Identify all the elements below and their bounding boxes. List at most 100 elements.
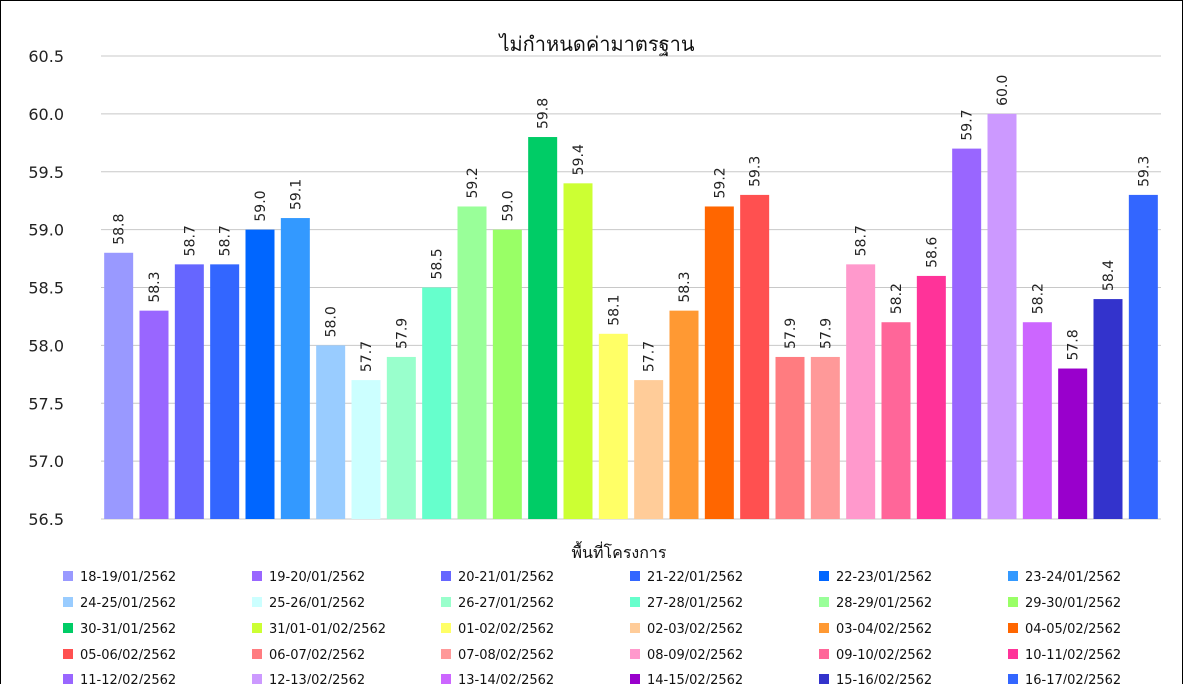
legend-label: 30-31/01/2562 xyxy=(80,622,176,637)
legend-item: 09-10/02/2562 xyxy=(819,648,932,663)
data-label: 59.0 xyxy=(500,190,516,221)
legend-label: 10-11/02/2562 xyxy=(1025,648,1121,663)
legend-item: 30-31/01/2562 xyxy=(63,622,176,637)
legend-item: 16-17/02/2562 xyxy=(1008,673,1121,684)
data-label: 60.0 xyxy=(995,75,1011,106)
legend-swatch xyxy=(63,674,73,684)
data-label: 59.3 xyxy=(1136,156,1152,187)
legend-swatch xyxy=(63,649,73,659)
bar xyxy=(810,356,840,519)
legend-item: 07-08/02/2562 xyxy=(441,648,554,663)
legend-item: 22-23/01/2562 xyxy=(819,570,932,585)
bar xyxy=(704,206,734,519)
bar xyxy=(916,275,946,519)
legend-label: 01-02/02/2562 xyxy=(458,622,554,637)
chart-title: ไม่กำหนดค่ามาตรฐาน xyxy=(497,32,694,56)
legend: 18-19/01/2562 19-20/01/2562 20-21/01/2562 2… xyxy=(63,570,1121,684)
bar xyxy=(1058,368,1088,519)
data-label: 59.3 xyxy=(748,156,764,187)
legend-item: 20-21/01/2562 xyxy=(441,570,554,585)
data-label: 59.2 xyxy=(465,167,481,198)
legend-swatch xyxy=(1008,623,1018,633)
y-tick-label: 59.0 xyxy=(28,221,64,240)
legend-swatch xyxy=(819,623,829,633)
legend-swatch xyxy=(63,597,73,607)
data-label: 57.9 xyxy=(783,318,799,349)
legend-swatch xyxy=(819,571,829,581)
bar xyxy=(669,310,699,519)
bar xyxy=(1022,322,1052,519)
legend-item: 03-04/02/2562 xyxy=(819,622,932,637)
legend-item: 13-14/02/2562 xyxy=(441,673,554,684)
legend-item: 06-07/02/2562 xyxy=(252,648,365,663)
data-label: 58.5 xyxy=(430,248,446,279)
data-label: 59.8 xyxy=(536,98,552,129)
legend-swatch xyxy=(441,649,451,659)
bar xyxy=(280,218,310,520)
legend-label: 22-23/01/2562 xyxy=(836,570,932,585)
legend-label: 03-04/02/2562 xyxy=(836,622,932,637)
y-tick-label: 58.0 xyxy=(28,336,64,355)
data-label: 58.3 xyxy=(147,271,163,302)
y-tick-label: 56.5 xyxy=(28,510,64,529)
bar xyxy=(528,137,558,519)
legend-label: 19-20/01/2562 xyxy=(269,570,365,585)
legend-item: 15-16/02/2562 xyxy=(819,673,932,684)
legend-label: 23-24/01/2562 xyxy=(1025,570,1121,585)
legend-label: 18-19/01/2562 xyxy=(80,570,176,585)
data-label: 57.9 xyxy=(394,318,410,349)
legend-label: 02-03/02/2562 xyxy=(647,622,743,637)
data-label: 57.7 xyxy=(642,341,658,372)
data-label: 57.8 xyxy=(1066,329,1082,360)
legend-label: 26-27/01/2562 xyxy=(458,596,554,611)
y-tick-label: 57.5 xyxy=(28,394,64,413)
legend-swatch xyxy=(252,597,262,607)
legend-label: 28-29/01/2562 xyxy=(836,596,932,611)
x-axis-title: พื้นที่โครงการ xyxy=(572,541,667,562)
y-tick-label: 57.0 xyxy=(28,452,64,471)
bar xyxy=(351,380,381,519)
legend-swatch xyxy=(441,623,451,633)
data-label: 58.4 xyxy=(1101,260,1117,291)
bar xyxy=(881,322,911,519)
data-label: 59.2 xyxy=(712,167,728,198)
legend-swatch xyxy=(441,597,451,607)
legend-label: 21-22/01/2562 xyxy=(647,570,743,585)
legend-item: 26-27/01/2562 xyxy=(441,596,554,611)
bar xyxy=(1128,194,1158,519)
legend-item: 04-05/02/2562 xyxy=(1008,622,1121,637)
y-tick-label: 58.5 xyxy=(28,279,64,298)
legend-swatch xyxy=(441,571,451,581)
legend-item: 08-09/02/2562 xyxy=(630,648,743,663)
legend-item: 19-20/01/2562 xyxy=(252,570,365,585)
bar xyxy=(457,206,487,519)
legend-item: 01-02/02/2562 xyxy=(441,622,554,637)
legend-label: 07-08/02/2562 xyxy=(458,648,554,663)
legend-swatch xyxy=(1008,674,1018,684)
legend-swatch xyxy=(252,649,262,659)
legend-swatch xyxy=(630,623,640,633)
legend-swatch xyxy=(819,674,829,684)
data-label: 58.8 xyxy=(112,214,128,245)
y-tick-label: 60.5 xyxy=(28,47,64,66)
bars xyxy=(104,113,1158,520)
legend-label: 12-13/02/2562 xyxy=(269,673,365,684)
legend-swatch xyxy=(1008,597,1018,607)
legend-swatch xyxy=(819,649,829,659)
bar xyxy=(139,310,169,519)
bar xyxy=(598,333,628,519)
legend-item: 28-29/01/2562 xyxy=(819,596,932,611)
legend-label: 27-28/01/2562 xyxy=(647,596,743,611)
data-label: 59.0 xyxy=(253,190,269,221)
legend-swatch xyxy=(1008,571,1018,581)
bar xyxy=(740,194,770,519)
legend-label: 06-07/02/2562 xyxy=(269,648,365,663)
bar xyxy=(422,287,452,519)
legend-label: 09-10/02/2562 xyxy=(836,648,932,663)
legend-item: 29-30/01/2562 xyxy=(1008,596,1121,611)
bar xyxy=(952,148,982,519)
legend-label: 25-26/01/2562 xyxy=(269,596,365,611)
bar xyxy=(210,264,240,519)
